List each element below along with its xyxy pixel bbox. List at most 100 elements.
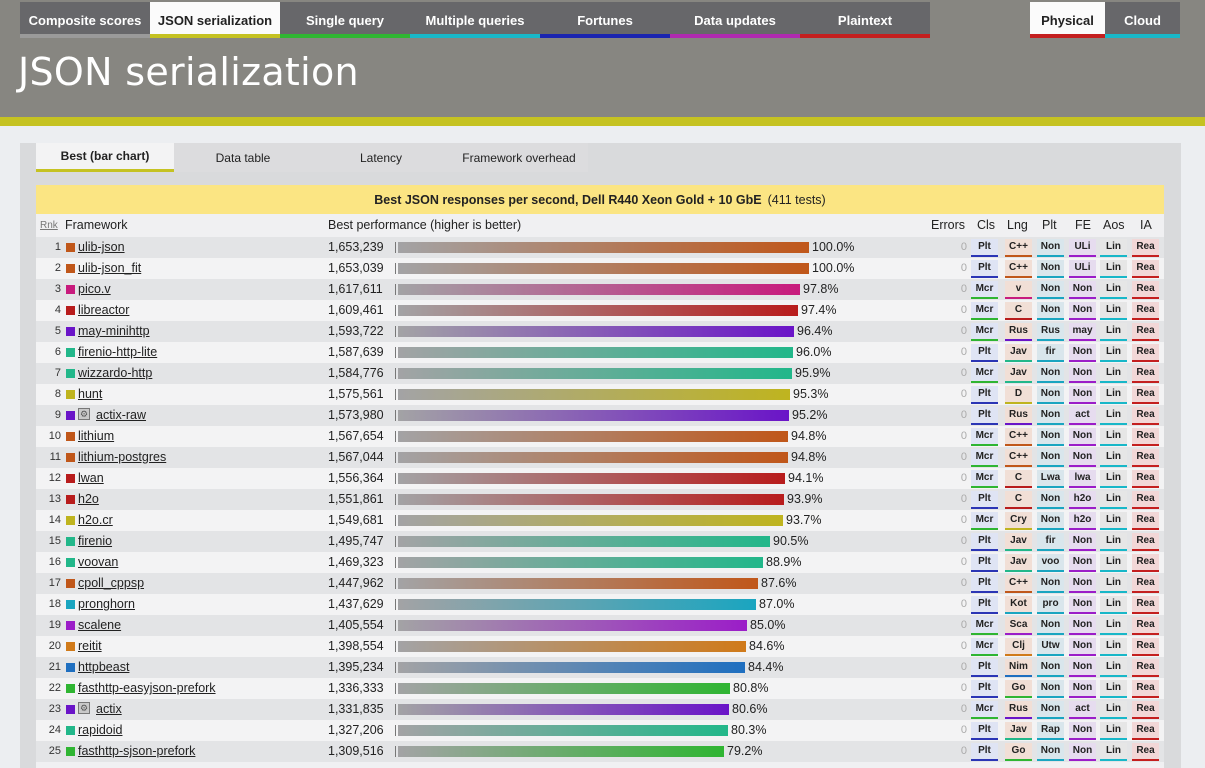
framework-link[interactable]: pronghorn [78, 597, 135, 611]
ia-badge: Rea [1132, 302, 1159, 320]
cls-badge: Plt [971, 575, 998, 593]
lng-badge: Go [1005, 680, 1032, 698]
lng-badge: C [1005, 470, 1032, 488]
rank-header[interactable]: Rnk [40, 220, 58, 231]
aos-badge: Lin [1100, 260, 1127, 278]
framework-link[interactable]: rapidoid [78, 723, 123, 737]
plt-badge: Non [1037, 428, 1064, 446]
framework-link[interactable]: hunt [78, 387, 103, 401]
language-swatch [66, 747, 75, 756]
framework-link[interactable]: may-minihttp [78, 324, 150, 338]
performance-bar [398, 515, 783, 526]
framework-link[interactable]: lithium-postgres [78, 450, 167, 464]
plt-badge: fir [1037, 533, 1064, 551]
framework-link[interactable]: ulib-json_fit [78, 261, 142, 275]
errors-value: 0 [960, 430, 967, 442]
fe-badge: Non [1069, 575, 1096, 593]
ia-badge: Rea [1132, 659, 1159, 677]
fe-badge: Non [1069, 743, 1096, 761]
ia-badge: Rea [1132, 428, 1159, 446]
framework-link[interactable]: scalene [78, 618, 122, 632]
lng-badge: C++ [1005, 239, 1032, 257]
performance-percent: 87.0% [759, 597, 795, 611]
framework-link[interactable]: fasthttp-easyjson-prefork [78, 681, 216, 695]
performance-value: 1,587,639 [328, 345, 384, 359]
row-rank: 24 [48, 724, 61, 736]
performance-percent: 80.6% [732, 702, 768, 716]
table-row: 7 wizzardo-http 1,584,776 95.9% 0 Mcr Jav Non No… [36, 363, 1164, 384]
framework-link[interactable]: cpoll_cppsp [78, 576, 145, 590]
ia-badge: Rea [1132, 449, 1159, 467]
errors-value: 0 [960, 325, 967, 337]
table-row: 6 firenio-http-lite 1,587,639 96.0% 0 Plt Jav f… [36, 342, 1164, 363]
hardware-tab[interactable]: Cloud [1105, 2, 1180, 38]
framework-link[interactable]: firenio-http-lite [78, 345, 158, 359]
performance-bar [398, 284, 800, 295]
performance-percent: 80.3% [731, 723, 767, 737]
row-rank: 22 [48, 682, 61, 694]
hardware-tab-underline [1105, 34, 1180, 38]
bar-baseline-tick [395, 557, 396, 568]
framework-link[interactable]: actix-raw [96, 408, 147, 422]
framework-link[interactable]: actix [96, 702, 122, 716]
nav-tab[interactable]: Single query [280, 2, 410, 38]
lng-badge: Clj [1005, 638, 1032, 656]
ia-badge: Rea [1132, 491, 1159, 509]
ia-badge: Rea [1132, 239, 1159, 257]
lng-badge: C++ [1005, 428, 1032, 446]
framework-header: Framework [65, 218, 128, 232]
performance-percent: 100.0% [812, 261, 855, 275]
bar-baseline-tick [395, 683, 396, 694]
plt-badge: Non [1037, 239, 1064, 257]
framework-link[interactable]: ulib-json [78, 240, 125, 254]
framework-link[interactable]: reitit [78, 639, 102, 653]
framework-link[interactable]: wizzardo-http [78, 366, 153, 380]
fe-badge: act [1069, 407, 1096, 425]
hardware-tab[interactable]: Physical [1030, 2, 1105, 38]
framework-link[interactable]: firenio [78, 534, 113, 548]
performance-bar [398, 389, 790, 400]
view-tab[interactable]: Framework overhead [450, 143, 588, 172]
performance-percent: 88.9% [766, 555, 802, 569]
framework-link[interactable]: lithium [78, 429, 115, 443]
framework-link[interactable]: libreactor [78, 303, 130, 317]
performance-bar [398, 641, 746, 652]
performance-value: 1,567,654 [328, 429, 384, 443]
nav-tab[interactable]: Data updates [670, 2, 800, 38]
nav-tab-label: Multiple queries [425, 12, 525, 28]
framework-link[interactable]: h2o.cr [78, 513, 113, 527]
framework-link[interactable]: lwan [78, 471, 104, 485]
aos-badge: Lin [1100, 407, 1127, 425]
framework-link[interactable]: fasthttp-sjson-prefork [78, 744, 196, 758]
nav-tab[interactable]: Multiple queries [410, 2, 540, 38]
plt-header: Plt [1042, 218, 1057, 232]
nav-tab[interactable]: Composite scores [20, 2, 150, 38]
performance-bar [398, 725, 728, 736]
aos-header: Aos [1103, 218, 1125, 232]
errors-value: 0 [960, 472, 967, 484]
view-tab[interactable]: Latency [312, 143, 450, 172]
framework-link[interactable]: h2o [78, 492, 99, 506]
nav-tab[interactable]: Plaintext [800, 2, 930, 38]
cls-badge: Plt [971, 722, 998, 740]
nav-tab[interactable]: JSON serialization [150, 2, 280, 38]
aos-badge: Lin [1100, 575, 1127, 593]
performance-value: 1,609,461 [328, 303, 384, 317]
plt-badge: Non [1037, 407, 1064, 425]
nav-tab-underline [20, 34, 150, 38]
fe-badge: Non [1069, 386, 1096, 404]
ia-badge: Rea [1132, 365, 1159, 383]
errors-header: Errors [931, 218, 966, 232]
performance-bar [398, 242, 809, 253]
performance-bar [398, 263, 809, 274]
nav-tab[interactable]: Fortunes [540, 2, 670, 38]
language-swatch [66, 432, 75, 441]
header-accent-line [0, 117, 1205, 126]
performance-percent: 84.6% [749, 639, 785, 653]
framework-link[interactable]: voovan [78, 555, 119, 569]
framework-link[interactable]: pico.v [78, 282, 111, 296]
view-tab[interactable]: Data table [174, 143, 312, 172]
view-tab[interactable]: Best (bar chart) [36, 143, 174, 172]
framework-link[interactable]: httpbeast [78, 660, 130, 674]
nav-tab-underline [540, 34, 670, 38]
